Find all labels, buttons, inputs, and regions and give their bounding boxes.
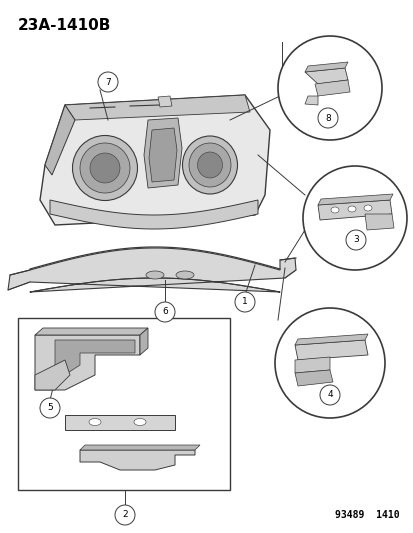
Text: 3: 3	[352, 236, 358, 245]
Polygon shape	[80, 450, 195, 470]
Ellipse shape	[347, 206, 355, 212]
Circle shape	[317, 108, 337, 128]
Text: 6: 6	[162, 308, 167, 317]
Polygon shape	[317, 194, 392, 205]
Ellipse shape	[182, 136, 237, 194]
Polygon shape	[317, 200, 391, 220]
Circle shape	[115, 505, 135, 525]
Polygon shape	[8, 248, 295, 292]
Text: 4: 4	[326, 391, 332, 400]
Text: 93489  1410: 93489 1410	[335, 510, 399, 520]
Polygon shape	[294, 334, 367, 345]
Polygon shape	[40, 95, 269, 225]
Polygon shape	[144, 118, 182, 188]
Polygon shape	[149, 128, 177, 182]
Ellipse shape	[189, 143, 230, 187]
Polygon shape	[294, 357, 329, 373]
Polygon shape	[80, 445, 199, 450]
Text: 1: 1	[242, 297, 247, 306]
Polygon shape	[294, 370, 332, 386]
Polygon shape	[304, 62, 347, 72]
Polygon shape	[140, 328, 147, 355]
Text: 8: 8	[324, 114, 330, 123]
Polygon shape	[65, 95, 249, 120]
Polygon shape	[55, 340, 135, 378]
Polygon shape	[35, 360, 70, 390]
Polygon shape	[45, 105, 75, 175]
Circle shape	[319, 385, 339, 405]
Circle shape	[40, 398, 60, 418]
Circle shape	[235, 292, 254, 312]
Polygon shape	[35, 335, 140, 390]
Ellipse shape	[72, 135, 137, 200]
Ellipse shape	[176, 271, 194, 279]
Polygon shape	[294, 340, 367, 360]
Circle shape	[345, 230, 365, 250]
Circle shape	[98, 72, 118, 92]
Polygon shape	[314, 80, 349, 96]
Circle shape	[274, 308, 384, 418]
Polygon shape	[304, 96, 317, 105]
Ellipse shape	[90, 153, 120, 183]
Ellipse shape	[330, 207, 338, 213]
Polygon shape	[158, 96, 171, 107]
Ellipse shape	[134, 418, 146, 425]
Circle shape	[302, 166, 406, 270]
Polygon shape	[304, 68, 347, 84]
Circle shape	[154, 302, 175, 322]
Text: 5: 5	[47, 403, 53, 413]
Polygon shape	[65, 415, 175, 430]
Ellipse shape	[197, 152, 222, 178]
Bar	[18, 318, 230, 490]
Polygon shape	[35, 328, 147, 335]
Ellipse shape	[89, 418, 101, 425]
Text: 23A-1410B: 23A-1410B	[18, 18, 111, 33]
Ellipse shape	[363, 205, 371, 211]
Ellipse shape	[146, 271, 164, 279]
Text: 7: 7	[105, 77, 111, 86]
Polygon shape	[364, 214, 393, 230]
Text: 2: 2	[122, 511, 128, 520]
Ellipse shape	[80, 143, 130, 193]
Circle shape	[277, 36, 381, 140]
Polygon shape	[50, 200, 257, 229]
